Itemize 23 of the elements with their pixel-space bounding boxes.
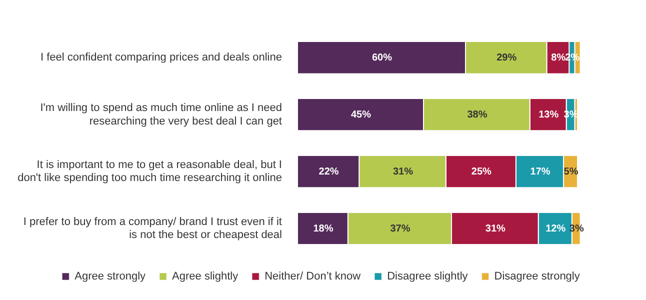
data-label: 37% bbox=[390, 223, 410, 234]
y-tick-label: I'm willing to spend as much time online as I need researching the very best deal I can get bbox=[40, 102, 282, 128]
data-label: 18% bbox=[313, 223, 334, 234]
legend-label: Neither/ Don’t know bbox=[264, 270, 361, 283]
data-label: 29% bbox=[496, 52, 517, 64]
data-label: 12% bbox=[546, 223, 566, 234]
data-label: 25% bbox=[471, 166, 492, 178]
y-tick-label: It is important to me to get a reasonable deal, but I don't like spending too much time researching it online bbox=[18, 159, 282, 184]
y-tick-label: I prefer to buy from a company/ brand I trust even if it is not the best or cheapest deal bbox=[23, 216, 282, 242]
data-label: 13% bbox=[538, 109, 559, 120]
legend-label: Agree slightly bbox=[172, 270, 239, 283]
data-label: 45% bbox=[350, 109, 372, 120]
data-label: 31% bbox=[392, 166, 414, 178]
legend-label: Disagree slightly bbox=[387, 270, 468, 283]
data-label: 8% bbox=[551, 52, 566, 64]
data-label: 38% bbox=[467, 109, 488, 120]
legend-label: Disagree strongly bbox=[494, 270, 580, 283]
legend-label: Agree strongly bbox=[74, 270, 146, 283]
y-tick-label: I feel confident comparing prices and deals online bbox=[40, 52, 282, 64]
data-label: 31% bbox=[485, 223, 506, 234]
data-label: 17% bbox=[530, 166, 550, 178]
data-label: 22% bbox=[318, 166, 339, 178]
data-label: 60% bbox=[372, 52, 392, 64]
